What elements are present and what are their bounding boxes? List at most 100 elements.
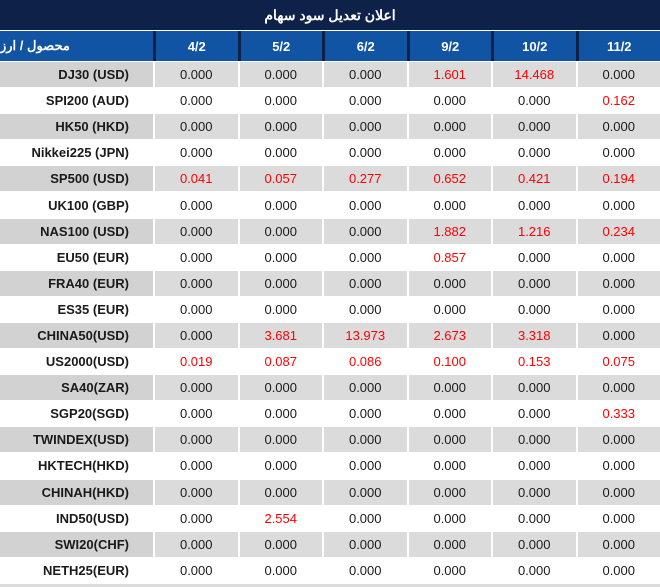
instrument-label: FRA40 (EUR): [0, 270, 153, 297]
instrument-label: NETH25(EUR): [0, 557, 153, 584]
dividend-value-cell: 0.000: [322, 505, 407, 532]
dividend-value-cell: 0.000: [491, 296, 576, 323]
dividend-value-cell: 0.000: [406, 296, 491, 323]
dividend-value-cell: 0.000: [237, 427, 322, 454]
instrument-label: SA40(ZAR): [0, 375, 153, 402]
dividend-value-cell: 0.000: [153, 140, 238, 167]
instrument-label: TWINDEX(USD): [0, 427, 153, 454]
dividend-value-cell: 0.000: [491, 453, 576, 480]
dividend-value-cell: 0.000: [575, 453, 660, 480]
dividend-value-cell: 13.973: [322, 322, 407, 350]
dividend-value-cell: 0.000: [237, 114, 322, 141]
dividend-value-cell: 0.000: [237, 244, 322, 271]
dividend-value-cell: 0.000: [406, 505, 491, 532]
instrument-label: CHINAH(HKD): [0, 479, 153, 506]
dividend-value-cell: 0.000: [153, 375, 238, 402]
dividend-value-cell: 0.087: [237, 349, 322, 376]
dividend-value-cell: 0.000: [406, 427, 491, 454]
dividend-value-cell: 2.673: [406, 322, 491, 350]
dividend-value-cell: 0.000: [237, 296, 322, 323]
dividend-value-cell: 0.421: [491, 166, 576, 193]
dividend-value-cell: 2.554: [237, 505, 322, 532]
dividend-value-cell: 0.000: [237, 557, 322, 584]
instrument-label: SP500 (USD): [0, 166, 153, 193]
instrument-label: SWI20(CHF): [0, 531, 153, 558]
dividend-value-cell: 0.000: [322, 557, 407, 584]
dividend-value-cell: 0.234: [575, 218, 660, 245]
dividend-value-cell: 0.000: [237, 479, 322, 506]
dividend-value-cell: 0.000: [322, 88, 407, 115]
dividend-value-cell: 0.000: [575, 505, 660, 532]
instrument-label: DJ30 (USD): [0, 62, 153, 89]
dividend-value-cell: 0.000: [491, 114, 576, 141]
dividend-value-cell: 0.000: [575, 427, 660, 454]
dividend-value-cell: 0.000: [237, 218, 322, 245]
dividend-value-cell: 0.000: [575, 270, 660, 297]
dividend-value-cell: 0.000: [153, 296, 238, 323]
instrument-label: SPI200 (AUD): [0, 88, 153, 115]
date-column-header: 11/2: [575, 31, 660, 61]
dividend-value-cell: 0.333: [575, 401, 660, 428]
panel-title: اعلان تعديل سود سهام: [0, 0, 660, 30]
dividend-value-cell: 0.000: [322, 453, 407, 480]
dividend-value-cell: 0.857: [406, 244, 491, 271]
instrument-label: HK50 (HKD): [0, 114, 153, 141]
dividend-value-cell: 0.000: [322, 479, 407, 506]
dividend-value-cell: 0.075: [575, 349, 660, 376]
dividend-value-cell: 0.000: [491, 270, 576, 297]
dividend-value-cell: 3.681: [237, 322, 322, 350]
instrument-label: US2000(USD): [0, 349, 153, 376]
dividend-value-cell: 0.000: [406, 479, 491, 506]
dividend-value-cell: 0.000: [322, 375, 407, 402]
dividend-value-cell: 0.000: [322, 244, 407, 271]
dividend-value-cell: 0.000: [406, 531, 491, 558]
instrument-label: NAS100 (USD): [0, 218, 153, 245]
dividend-value-cell: 0.000: [491, 88, 576, 115]
dividend-value-cell: 0.000: [322, 192, 407, 219]
dividend-value-cell: 0.000: [237, 531, 322, 558]
dividend-value-cell: 0.000: [491, 401, 576, 428]
dividend-value-cell: 0.000: [575, 114, 660, 141]
dividend-value-cell: 1.601: [406, 62, 491, 89]
dividend-value-cell: 0.019: [153, 349, 238, 376]
dividend-value-cell: 0.000: [491, 479, 576, 506]
dividend-value-cell: 0.000: [575, 296, 660, 323]
dividend-value-cell: 0.000: [575, 557, 660, 584]
dividend-value-cell: 0.000: [153, 218, 238, 245]
dividend-value-cell: 0.057: [237, 166, 322, 193]
dividend-value-cell: 0.000: [322, 296, 407, 323]
dividend-value-cell: 0.000: [406, 557, 491, 584]
dividend-value-cell: 0.000: [491, 375, 576, 402]
dividend-value-cell: 0.000: [322, 401, 407, 428]
dividend-value-cell: 0.000: [237, 375, 322, 402]
date-column-header: 9/2: [406, 31, 491, 61]
instrument-label: SGP20(SGD): [0, 401, 153, 428]
dividend-value-cell: 0.000: [237, 453, 322, 480]
product-currency-header: محصول / ارز: [0, 31, 153, 61]
dividend-value-cell: 0.194: [575, 166, 660, 193]
dividend-value-cell: 0.000: [322, 270, 407, 297]
dividend-value-cell: 0.000: [575, 244, 660, 271]
instrument-label: ES35 (EUR): [0, 296, 153, 323]
dividend-value-cell: 0.652: [406, 166, 491, 193]
dividend-value-cell: 0.000: [406, 453, 491, 480]
dividend-value-cell: 1.882: [406, 218, 491, 245]
dividend-value-cell: 0.000: [575, 62, 660, 89]
dividend-value-cell: 0.000: [322, 427, 407, 454]
dividend-value-cell: 0.000: [153, 192, 238, 219]
dividend-value-cell: 0.000: [153, 270, 238, 297]
dividend-value-cell: 0.000: [406, 375, 491, 402]
dividend-value-cell: 0.000: [491, 192, 576, 219]
dividend-value-cell: 0.000: [322, 114, 407, 141]
instrument-label: Nikkei225 (JPN): [0, 140, 153, 167]
dividend-value-cell: 0.000: [406, 88, 491, 115]
table-header-row: محصول / ارز 4/2 5/2 6/2 9/2 10/2 11/2: [0, 31, 660, 61]
dividend-value-cell: 0.000: [153, 244, 238, 271]
dividend-value-cell: 0.000: [406, 140, 491, 167]
dividend-value-cell: 0.000: [153, 427, 238, 454]
dividend-value-cell: 0.000: [322, 218, 407, 245]
dividend-value-cell: 0.000: [406, 114, 491, 141]
dividend-value-cell: 14.468: [491, 62, 576, 89]
instrument-label: CHINA50(USD): [0, 322, 153, 350]
